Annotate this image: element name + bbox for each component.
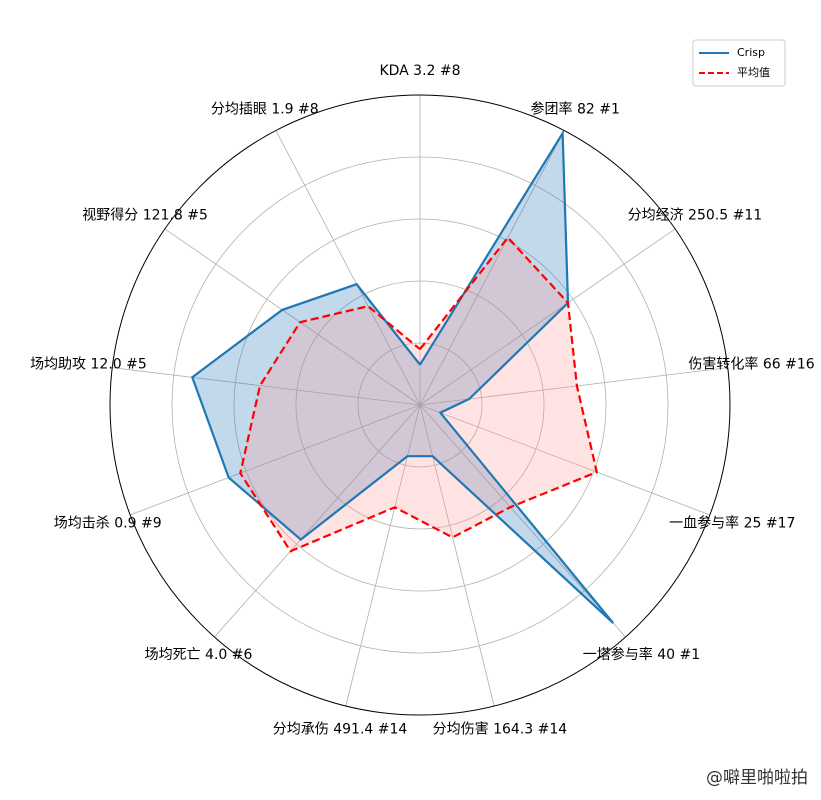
spoke [419,404,626,638]
series-line [190,129,615,624]
legend-box [692,39,786,87]
series-area [192,133,614,624]
watermark: @噼里啪啦拍 [706,768,808,788]
axis-label: 分均插眼 1.9 #8 [211,101,319,117]
spoke [164,228,421,406]
spoke [275,130,421,406]
spoke [112,367,421,406]
spoke [214,404,421,638]
spoke [419,404,710,516]
spoke [419,228,676,406]
axis-label: 参团率 82 #1 [531,100,620,117]
series-line [239,235,599,553]
axis-label: 分均经济 250.5 #11 [628,207,763,223]
spoke [419,130,565,406]
legend-label: Crisp [737,46,765,59]
outer-spine [109,94,731,716]
axis-label: 一塔参与率 40 #1 [583,646,700,663]
axis-label: KDA 3.2 #8 [379,63,460,79]
spoke [419,367,728,406]
legend-label: 平均值 [737,66,770,79]
axis-label: 一血参与率 25 #17 [669,514,795,531]
series-area [240,237,597,552]
axis-label: 分均伤害 164.3 #14 [433,721,568,737]
axis-label: 场均助攻 12.0 #5 [30,357,147,373]
axis-label: 场均死亡 4.0 #6 [145,647,253,663]
axis-label: 场均击杀 0.9 #9 [54,515,162,531]
axis-label: 视野得分 121.8 #5 [82,206,208,223]
axis-label: 伤害转化率 66 #16 [688,356,814,373]
axis-label: 分均承伤 491.4 #14 [273,721,408,737]
spoke [130,404,421,516]
